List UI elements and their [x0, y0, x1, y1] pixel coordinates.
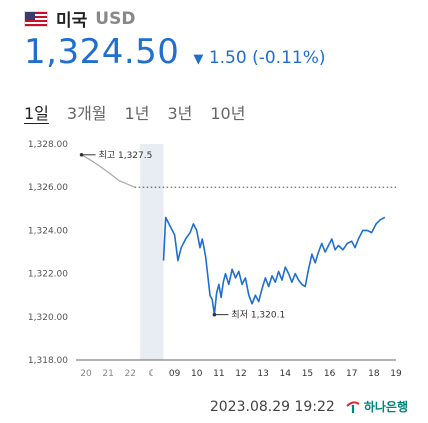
y-tick-label: 1,324.00 — [28, 226, 68, 236]
high-label: 최고 1,327.5 — [99, 150, 153, 161]
header: 미국 USD — [24, 6, 135, 31]
y-tick-label: 1,318.00 — [28, 356, 68, 366]
tab-3y[interactable]: 3년 — [167, 104, 193, 123]
x-tick-label: 12 — [235, 369, 246, 379]
timestamp: 2023.08.29 19:22 — [209, 398, 335, 415]
footer: 2023.08.29 19:22 하나은행 — [210, 398, 408, 415]
low-label: 최저 1,320.1 — [231, 310, 285, 321]
x-tick-label: 15 — [302, 369, 313, 379]
y-tick-label: 1,326.00 — [28, 183, 68, 193]
x-tick-label: 09 — [169, 369, 181, 379]
down-arrow-icon: ▼ — [193, 52, 204, 67]
x-tick-label: ☾ — [148, 369, 156, 379]
exchange-rate-chart[interactable]: 1,318.00 1,320.00 1,322.00 1,324.00 1,326.00… — [0, 130, 428, 385]
currency-code: USD — [95, 8, 136, 29]
x-tick-label: 20 — [80, 369, 92, 379]
change-value: 1.50 — [208, 48, 247, 68]
rate-line — [162, 216, 386, 316]
x-tick-label: 17 — [346, 369, 357, 379]
country-name: 미국 — [56, 11, 88, 31]
x-tick-label: 21 — [102, 369, 113, 379]
price-change: ▼ 1.50 (-0.11%) — [193, 48, 325, 68]
bank-logo: 하나은행 — [345, 398, 408, 415]
x-tick-label: 13 — [257, 369, 268, 379]
y-tick-label: 1,322.00 — [28, 270, 68, 280]
tab-10y[interactable]: 10년 — [210, 104, 246, 123]
night-shade — [140, 144, 164, 360]
hana-logo-icon — [346, 400, 360, 413]
current-price: 1,324.50 — [24, 32, 180, 72]
x-tick-label: 19 — [390, 369, 402, 379]
x-tick-label: 11 — [213, 369, 224, 379]
quote-row: 1,324.50 ▼ 1.50 (-0.11%) — [24, 32, 325, 72]
x-tick-label: 14 — [280, 369, 292, 379]
x-tick-label: 16 — [324, 369, 336, 379]
period-tabs: 1일 3개월 1년 3년 10년 — [24, 100, 245, 124]
tab-1d[interactable]: 1일 — [24, 104, 49, 123]
us-flag-icon — [24, 10, 48, 27]
x-tick-label: 22 — [125, 369, 136, 379]
premarket-line — [81, 154, 135, 188]
tab-1y[interactable]: 1년 — [124, 104, 150, 123]
change-percent: (-0.11%) — [252, 48, 326, 68]
x-tick-label: 10 — [191, 369, 203, 379]
bank-name: 하나은행 — [363, 400, 408, 414]
y-tick-label: 1,328.00 — [28, 140, 68, 150]
x-tick-label: 18 — [368, 369, 380, 379]
tab-3m[interactable]: 3개월 — [66, 104, 107, 123]
y-tick-label: 1,320.00 — [28, 313, 68, 323]
